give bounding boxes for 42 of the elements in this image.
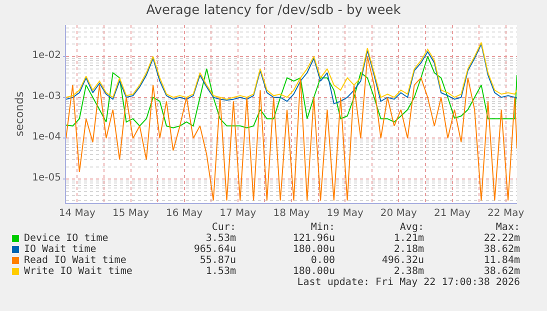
text: 22.22m <box>484 233 520 244</box>
legend-label: IO Wait time <box>24 244 96 255</box>
legend-label: Device IO time <box>24 233 108 244</box>
y-tick-label: 1e-05 <box>32 172 61 184</box>
y-axis-title: seconds <box>12 91 26 136</box>
text: 1.21m <box>394 233 424 244</box>
text: Max: <box>496 222 520 233</box>
chart-title: Average latency for /dev/sdb - by week <box>146 2 402 18</box>
text: 2.38m <box>394 266 424 277</box>
text: 38.62m <box>484 266 520 277</box>
text: 2.18m <box>394 244 424 255</box>
x-tick-label: 19 May <box>326 208 364 219</box>
line-series <box>66 56 517 128</box>
text: 3.53m <box>206 233 236 244</box>
y-tick-label: 1e-02 <box>32 50 61 61</box>
y-tick-label: 1e-03 <box>32 90 61 102</box>
x-tick-label: 21 May <box>434 208 471 219</box>
y-tick-label: 1e-04 <box>32 132 61 143</box>
text: 11.84m <box>484 255 520 266</box>
text: Min: <box>310 222 335 233</box>
line-series <box>66 56 517 201</box>
text: 496.32u <box>382 255 424 266</box>
x-tick-label: 16 May <box>166 208 203 219</box>
text: 0.00 <box>310 255 335 266</box>
text: Avg: <box>400 222 424 233</box>
text: 121.96u <box>292 233 335 244</box>
text: Cur: <box>212 222 236 233</box>
text: Last update: Fri May 22 17:00:38 2026 <box>297 277 520 288</box>
text: 1.53m <box>206 266 236 277</box>
legend-label: Read IO Wait time <box>24 255 126 266</box>
text: 180.00u <box>292 244 335 255</box>
x-tick-label: 18 May <box>273 208 310 219</box>
x-tick-label: 22 May <box>488 208 524 219</box>
text: 55.87u <box>200 255 236 266</box>
x-tick-label: 17 May <box>220 208 256 219</box>
legend-label: Write IO Wait time <box>24 266 132 277</box>
x-tick-label: 14 May <box>58 208 96 219</box>
x-tick-label: 15 May <box>112 208 150 219</box>
text: 180.00u <box>292 266 335 277</box>
text: 38.62m <box>484 244 520 255</box>
text: 965.64u <box>194 244 236 255</box>
x-tick-label: 20 May <box>380 208 418 219</box>
